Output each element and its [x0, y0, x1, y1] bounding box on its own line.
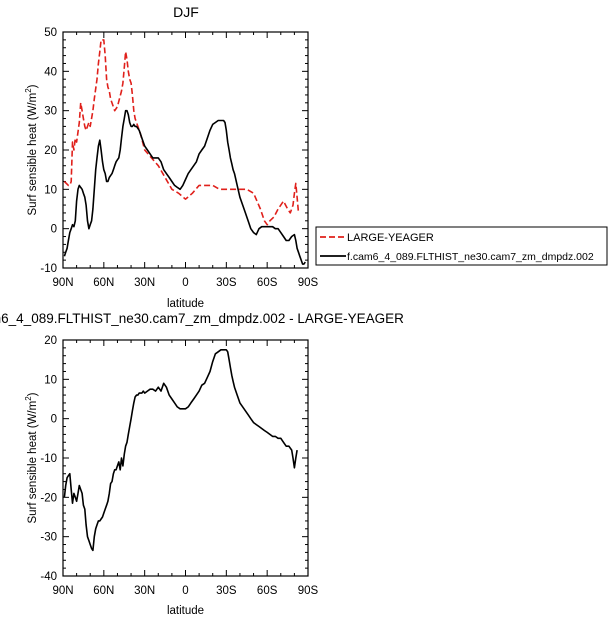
bottom-y-tick-label: -30	[40, 532, 57, 544]
top-x-tick-label: 0	[182, 277, 188, 289]
top-x-tick-label: 30N	[134, 277, 155, 289]
bottom-x-tick-label: 30N	[134, 585, 155, 597]
top-series-line-large-yeager	[63, 39, 300, 226]
top-chart-plot-frame	[62, 31, 309, 269]
bottom-chart-ylabel-sup: 2	[24, 396, 33, 401]
bottom-y-tick-label: -40	[40, 571, 57, 583]
top-y-tick-label: 0	[51, 224, 57, 236]
top-series-line-f-cam6-4-089-flthist-ne30-cam7-zm-dmpdz-002	[63, 109, 306, 265]
bottom-y-tick-label: 10	[44, 374, 57, 386]
top-x-tick-label: 60N	[93, 277, 114, 289]
bottom-chart-xlabel: latitude	[167, 605, 204, 617]
bottom-chart: f.cam6_4_089.FLTHIST_ne30.cam7_zm_dmpdz.…	[0, 311, 404, 617]
bottom-chart-ylabel-main: Surf sensible heat (W/m	[27, 401, 39, 524]
bottom-x-tick-label: 60N	[93, 585, 114, 597]
bottom-chart-plot-frame	[62, 339, 309, 577]
bottom-chart-title: f.cam6_4_089.FLTHIST_ne30.cam7_zm_dmpdz.…	[0, 311, 404, 326]
legend-label-model: f.cam6_4_089.FLTHIST_ne30.cam7_zm_dmpdz.…	[347, 251, 594, 263]
top-chart-ylabel-main: Surf sensible heat (W/m	[27, 93, 39, 216]
bottom-x-tick-label: 60S	[257, 585, 278, 597]
top-y-tick-label: -10	[40, 263, 57, 275]
top-chart-ylabel-close: )	[27, 84, 39, 88]
top-y-tick-label: 40	[44, 66, 57, 78]
legend-label-large-yeager: LARGE-YEAGER	[347, 232, 434, 244]
legend-box	[315, 226, 608, 266]
top-x-tick-label: 60S	[257, 277, 278, 289]
top-chart-ylabel: Surf sensible heat (W/m2)	[24, 84, 39, 215]
bottom-y-tick-label: 20	[44, 335, 57, 347]
bottom-y-tick-label: -10	[40, 453, 57, 465]
top-x-tick-label: 90N	[52, 277, 73, 289]
bottom-x-tick-label: 90S	[298, 585, 319, 597]
legend: LARGE-YEAGER f.cam6_4_089.FLTHIST_ne30.c…	[315, 226, 608, 266]
bottom-y-tick-label: 0	[51, 414, 57, 426]
top-chart-title: DJF	[173, 4, 199, 20]
top-y-tick-label: 30	[44, 106, 57, 118]
top-y-tick-label: 20	[44, 145, 57, 157]
top-y-tick-label: 10	[44, 184, 57, 196]
bottom-chart-ylabel-close: )	[27, 392, 39, 396]
bottom-y-tick-label: -20	[40, 492, 57, 504]
top-chart: DJF 90N 60N 30N 0 30S 60S 90S -10 0 10 20 30 40 50 la…	[24, 4, 319, 310]
bottom-x-tick-label: 90N	[52, 585, 73, 597]
bottom-x-tick-label: 30S	[216, 585, 237, 597]
top-chart-xlabel: latitude	[167, 298, 204, 310]
top-x-tick-label: 90S	[298, 277, 319, 289]
bottom-chart-ylabel: Surf sensible heat (W/m2)	[24, 392, 39, 523]
bottom-series-line-difference	[63, 348, 298, 552]
bottom-x-tick-label: 0	[182, 585, 188, 597]
top-y-tick-label: 50	[44, 27, 57, 39]
top-x-tick-label: 30S	[216, 277, 237, 289]
top-chart-ylabel-sup: 2	[24, 88, 33, 93]
